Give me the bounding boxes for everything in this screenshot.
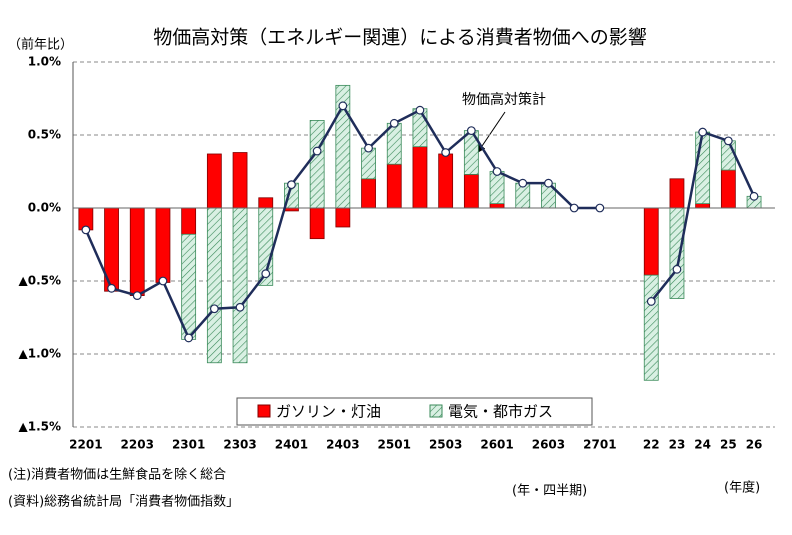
line-marker: [518, 178, 528, 188]
line-marker: [544, 178, 553, 188]
line-marker: [81, 225, 91, 235]
x-tick-label: 2201: [69, 438, 102, 452]
bar: [643, 207, 659, 276]
line-marker: [107, 283, 116, 293]
x-tick-label: 2403: [326, 438, 359, 452]
bar: [361, 178, 376, 209]
line-marker: [209, 304, 219, 314]
y-tick-label: 0.0%: [28, 201, 61, 215]
y-axis-label: （前年比）: [8, 37, 73, 53]
bar: [206, 153, 222, 209]
bar: [412, 146, 428, 209]
line-marker: [723, 136, 733, 146]
bar: [309, 207, 325, 240]
x-tick-label: 2203: [121, 438, 154, 452]
line-marker: [132, 291, 142, 301]
line-marker: [261, 269, 271, 279]
bar: [232, 207, 248, 364]
line-marker: [184, 333, 194, 343]
line-marker: [672, 264, 682, 274]
x-tick-label: 2701: [583, 438, 616, 452]
bar: [720, 169, 736, 209]
y-tick-label: 1.0%: [28, 55, 61, 69]
y-tick-label: ▲0.5%: [18, 274, 61, 288]
bar: [669, 178, 685, 209]
chart-title: 物価高対策（エネルギー関連）による消費者物価への影響: [153, 27, 646, 49]
line-marker: [466, 126, 476, 136]
line-marker: [749, 191, 759, 201]
x-tick-label: 26: [746, 438, 763, 452]
bar: [438, 153, 454, 209]
x-tick-label: 25: [720, 438, 737, 452]
line-marker: [287, 180, 296, 190]
legend-label: ガソリン・灯油: [276, 403, 381, 421]
line-marker: [158, 276, 168, 286]
line-marker: [235, 302, 245, 312]
line-marker: [569, 203, 579, 213]
line-marker: [338, 101, 348, 111]
line-marker: [415, 105, 425, 115]
bar: [232, 152, 248, 209]
bar: [335, 207, 351, 228]
line-marker: [389, 118, 399, 128]
note: (資料)総務省統計局「消費者物価指数」: [8, 494, 239, 510]
legend-swatch: [257, 404, 271, 418]
bar: [463, 174, 479, 209]
bar: [489, 171, 505, 205]
x-tick-label: 2501: [378, 438, 411, 452]
x-tick-label: 22: [643, 438, 660, 452]
bar: [695, 203, 711, 209]
bar: [643, 274, 659, 381]
legend-box: [236, 397, 593, 426]
y-tick-label: ▲1.0%: [18, 347, 61, 361]
note: (注)消費者物価は生鮮食品を除く総合: [8, 467, 226, 483]
y-tick-label: 0.5%: [28, 128, 61, 142]
bar: [206, 207, 222, 364]
bar: [181, 233, 197, 340]
bar: [155, 207, 171, 283]
bar: [309, 120, 325, 209]
annotation: 物価高対策計: [462, 91, 546, 108]
x-tick-label: 23: [669, 438, 686, 452]
line-marker: [364, 143, 373, 153]
bar: [129, 207, 145, 296]
x-tick-label: 24: [694, 438, 711, 452]
line-marker: [441, 148, 451, 157]
bar: [386, 163, 402, 209]
x-tick-label: 2603: [532, 438, 565, 452]
bar: [181, 207, 197, 235]
bar: [361, 147, 376, 180]
line-marker: [595, 203, 605, 213]
x-axis-label-2: (年度): [724, 480, 760, 496]
x-tick-label: 2601: [480, 438, 513, 452]
bar: [489, 203, 505, 209]
x-axis-label: (年・四半期): [512, 484, 587, 499]
annotation-arrow: [477, 111, 506, 153]
x-tick-label: 2301: [172, 438, 205, 452]
line-marker: [312, 146, 322, 156]
bar: [669, 207, 685, 299]
line-marker: [646, 297, 656, 306]
legend-label: 電気・都市ガス: [448, 403, 553, 421]
legend-swatch: [429, 404, 443, 418]
x-tick-label: 2303: [223, 438, 256, 452]
y-tick-label: ▲1.5%: [18, 420, 61, 434]
line-marker: [492, 167, 502, 176]
bar: [695, 131, 711, 205]
x-tick-label: 2503: [429, 438, 462, 452]
x-tick-label: 2401: [275, 438, 308, 452]
bar: [258, 197, 274, 209]
line-marker: [698, 127, 708, 137]
